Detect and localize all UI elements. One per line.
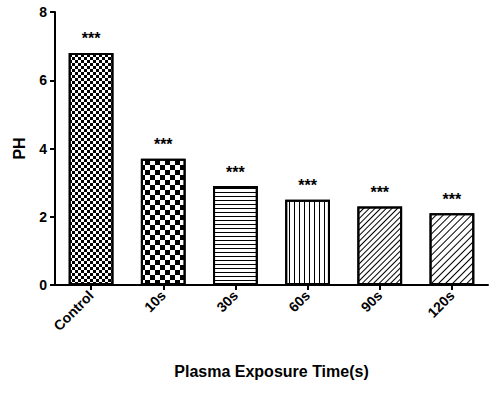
svg-text:Control: Control: [50, 287, 96, 333]
svg-text:60s: 60s: [285, 287, 313, 315]
svg-text:***: ***: [226, 164, 245, 181]
svg-text:PH: PH: [11, 137, 28, 159]
svg-text:10s: 10s: [141, 287, 169, 315]
svg-text:***: ***: [154, 136, 173, 153]
svg-text:8: 8: [39, 4, 47, 20]
svg-text:4: 4: [39, 141, 47, 157]
svg-text:2: 2: [39, 209, 47, 225]
svg-text:***: ***: [370, 184, 389, 201]
svg-text:0: 0: [39, 277, 47, 293]
svg-text:6: 6: [39, 72, 47, 88]
svg-text:90s: 90s: [358, 287, 386, 315]
svg-text:30s: 30s: [213, 287, 241, 315]
svg-text:Plasma Exposure Time(s): Plasma Exposure Time(s): [174, 363, 368, 380]
svg-text:***: ***: [298, 177, 317, 194]
svg-text:***: ***: [82, 30, 101, 47]
svg-text:120s: 120s: [424, 287, 457, 320]
svg-text:***: ***: [443, 191, 462, 208]
